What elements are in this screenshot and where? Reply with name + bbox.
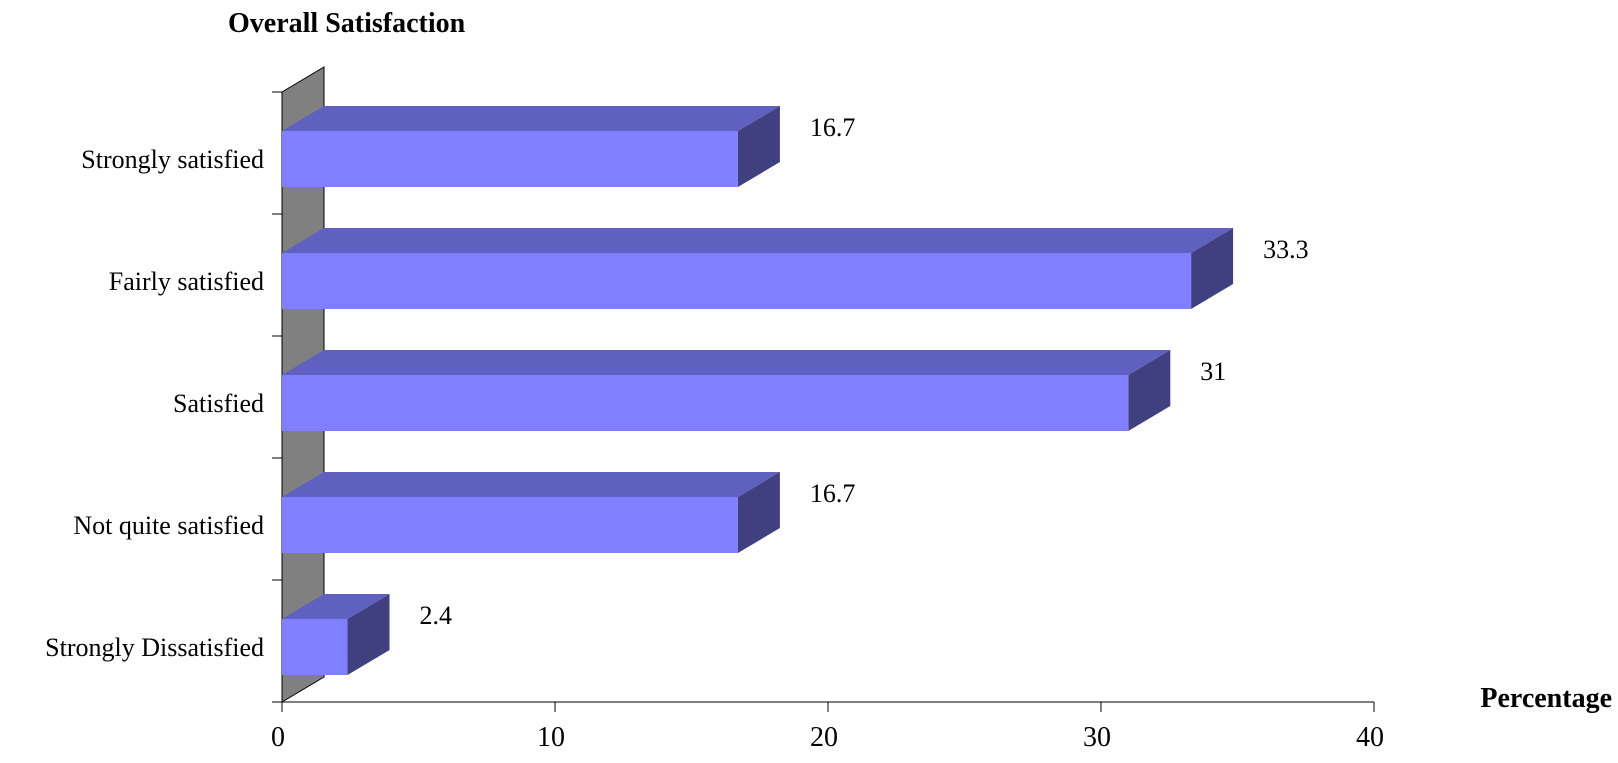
data-label: 16.7 <box>810 479 856 508</box>
bar <box>282 375 1129 431</box>
bars <box>282 106 1234 675</box>
bar-side-face <box>737 472 780 553</box>
x-tick-label: 40 <box>1356 722 1384 753</box>
category-label: Strongly satisfied <box>81 145 264 174</box>
axes: 0 10 20 30 40 <box>271 91 1384 753</box>
bar-side-face <box>1191 228 1234 309</box>
data-label: 2.4 <box>420 601 453 630</box>
bar-side-face <box>1128 350 1171 431</box>
bar-top-face <box>282 106 780 131</box>
x-axis-label: Percentage <box>1480 683 1612 714</box>
bar <box>282 497 738 553</box>
bar-top-face <box>282 350 1171 375</box>
bar <box>282 131 738 187</box>
bar <box>282 619 348 675</box>
x-tick-label: 30 <box>1083 722 1111 753</box>
chart-title: Overall Satisfaction <box>228 8 466 39</box>
x-tick-label: 0 <box>271 722 285 753</box>
bar-top-face <box>282 472 780 497</box>
category-label: Not quite satisfied <box>73 511 264 540</box>
category-label: Satisfied <box>173 389 264 418</box>
data-label: 16.7 <box>810 113 856 142</box>
x-tick-label: 10 <box>537 722 565 753</box>
labels: Strongly satisfied 16.7 Fairly satisfied 33… <box>45 113 1308 662</box>
data-label: 33.3 <box>1263 235 1309 264</box>
category-label: Fairly satisfied <box>109 267 264 296</box>
bar-top-face <box>282 594 390 619</box>
bar <box>282 253 1192 309</box>
category-label: Strongly Dissatisfied <box>45 633 264 662</box>
bar-side-face <box>347 594 390 675</box>
x-tick-label: 20 <box>810 722 838 753</box>
bar-top-face <box>282 228 1234 253</box>
data-label: 31 <box>1200 357 1226 386</box>
bar-side-face <box>737 106 780 187</box>
